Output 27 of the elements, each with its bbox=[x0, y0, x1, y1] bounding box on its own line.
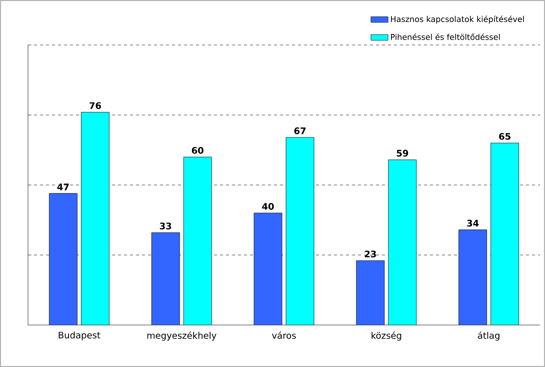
x-tick-label: város bbox=[272, 332, 296, 339]
bar bbox=[254, 213, 282, 325]
data-label: 47 bbox=[57, 184, 69, 190]
legend-label: Hasznos kapcsolatok kiépítésével bbox=[391, 16, 524, 24]
data-label: 34 bbox=[467, 220, 479, 227]
data-label: 33 bbox=[160, 222, 172, 230]
x-tick-label: község bbox=[372, 332, 402, 341]
bar bbox=[490, 142, 520, 325]
data-label: 76 bbox=[90, 102, 101, 109]
data-label: 65 bbox=[499, 133, 510, 140]
data-label: 60 bbox=[192, 146, 204, 154]
bar bbox=[356, 260, 384, 325]
data-label: 59 bbox=[396, 150, 408, 157]
x-tick-label: megyeszékhely bbox=[147, 332, 216, 341]
bar bbox=[152, 232, 180, 325]
data-label: 40 bbox=[262, 202, 274, 210]
legend-label: Pihenéssel és feltöltődéssel bbox=[391, 33, 500, 40]
bar bbox=[81, 112, 110, 325]
data-label: 23 bbox=[364, 250, 376, 258]
data-label: 67 bbox=[294, 127, 306, 134]
bar bbox=[49, 193, 78, 325]
bar bbox=[388, 160, 416, 325]
x-tick-label: átlag bbox=[478, 332, 500, 341]
bar bbox=[184, 157, 212, 325]
bar bbox=[458, 230, 487, 325]
bar bbox=[286, 137, 314, 325]
x-tick-label: Budapest bbox=[58, 332, 100, 340]
